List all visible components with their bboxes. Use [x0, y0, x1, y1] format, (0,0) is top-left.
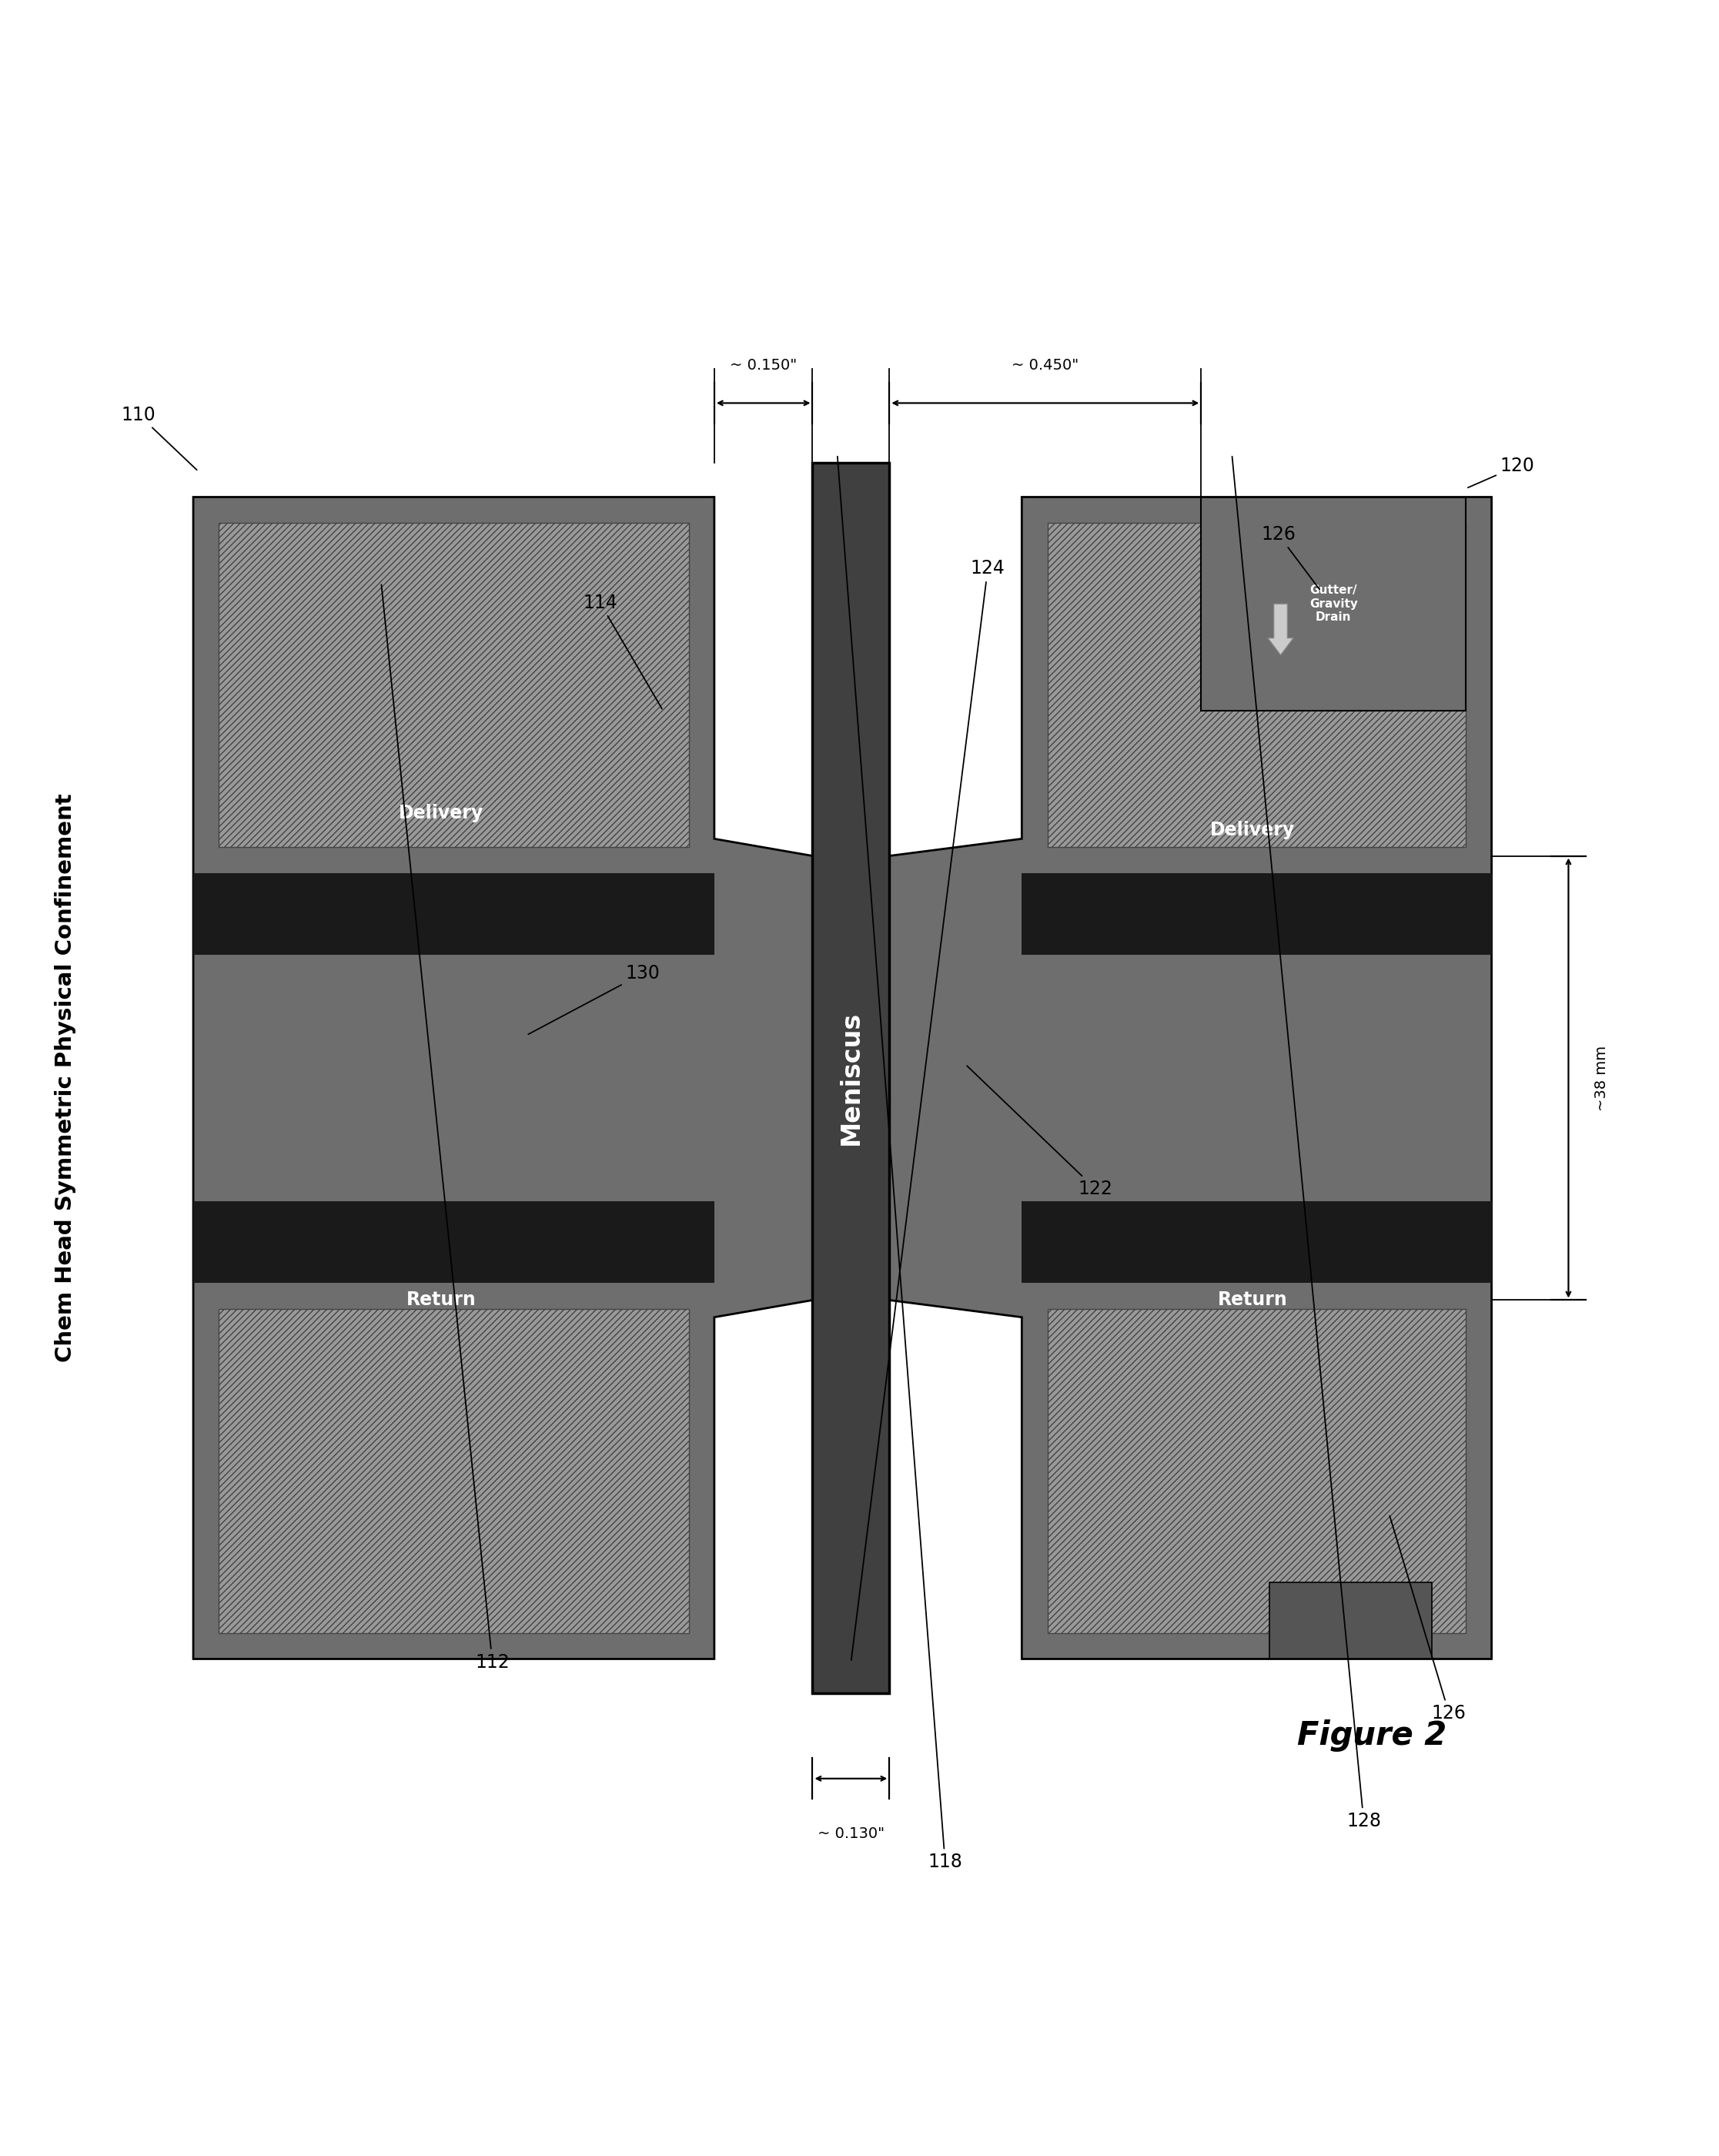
Text: 128: 128 [1233, 457, 1380, 1830]
Polygon shape [889, 498, 1492, 1658]
Text: 120: 120 [1468, 457, 1535, 487]
Bar [193, 873, 715, 955]
Text: Figure 2: Figure 2 [1298, 1720, 1447, 1753]
Text: 118: 118 [837, 457, 963, 1871]
Text: ~ 0.130": ~ 0.130" [818, 1826, 885, 1841]
Bar [1270, 1583, 1432, 1658]
Text: Meniscus: Meniscus [839, 1011, 863, 1145]
Text: ~38 mm: ~38 mm [1594, 1046, 1609, 1110]
Bar [1202, 498, 1466, 711]
Polygon shape [218, 522, 689, 847]
Text: ~ 0.450": ~ 0.450" [1012, 358, 1080, 373]
Text: Return: Return [406, 1291, 476, 1309]
Polygon shape [218, 1309, 689, 1634]
Text: 110: 110 [122, 405, 198, 470]
Text: 122: 122 [968, 1065, 1112, 1199]
Text: Chem Head Symmetric Physical Confinement: Chem Head Symmetric Physical Confinement [55, 793, 76, 1363]
FancyArrow shape [1269, 604, 1293, 655]
Bar [1021, 1201, 1492, 1283]
Polygon shape [1047, 522, 1466, 847]
Text: Return: Return [1217, 1291, 1288, 1309]
Text: Delivery: Delivery [399, 804, 483, 821]
Polygon shape [1047, 1309, 1466, 1634]
Text: ~ 0.150": ~ 0.150" [731, 358, 798, 373]
Text: 126: 126 [1262, 526, 1320, 589]
Text: Gutter/
Gravity
Drain: Gutter/ Gravity Drain [1310, 584, 1358, 623]
Bar [193, 1201, 715, 1283]
Polygon shape [193, 498, 813, 1658]
Text: 126: 126 [1389, 1516, 1466, 1723]
Text: 112: 112 [382, 584, 509, 1671]
Text: Delivery: Delivery [1210, 821, 1294, 839]
Text: 114: 114 [583, 593, 662, 709]
Bar [1021, 873, 1492, 955]
Text: 130: 130 [528, 964, 660, 1035]
Polygon shape [813, 464, 889, 1692]
Text: 124: 124 [851, 558, 1006, 1660]
